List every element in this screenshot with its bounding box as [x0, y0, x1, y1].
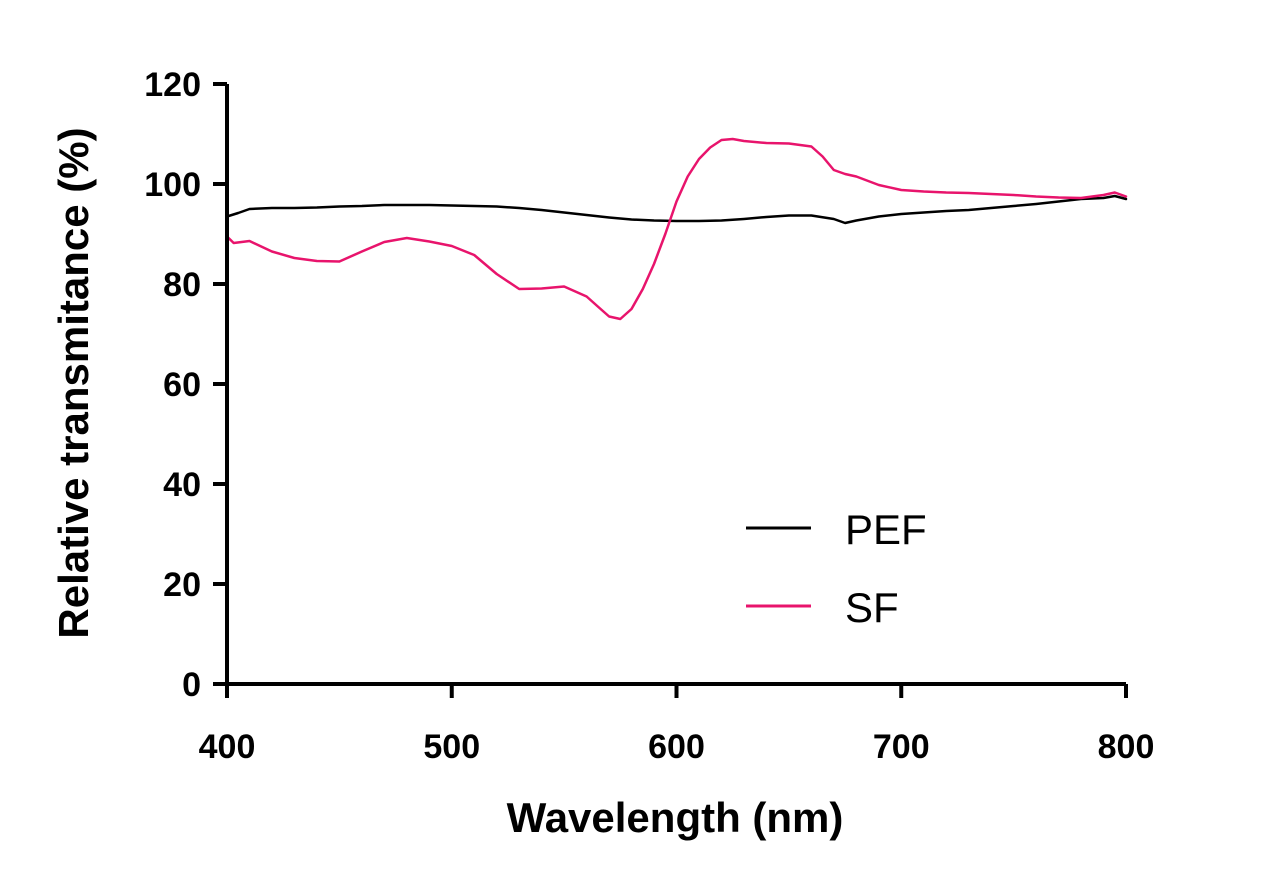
y-tick-label-80: 80	[163, 266, 201, 304]
series-line-pef	[225, 194, 1128, 225]
x-tick-label-600: 600	[648, 728, 705, 766]
series-layer	[225, 137, 1128, 321]
legend-label-sf: SF	[845, 584, 899, 631]
y-tick-label-40: 40	[163, 466, 201, 504]
legend-label-pef: PEF	[845, 506, 927, 553]
x-tick-label-800: 800	[1098, 728, 1155, 766]
y-tick-label-120: 120	[144, 66, 201, 104]
series-line-sf	[225, 137, 1128, 321]
legend-entry-sf: SF	[746, 584, 899, 631]
y-ticks-layer: 0 20 40 60 80 100 120	[144, 66, 227, 704]
y-axis-title: Relative transmitance (%)	[50, 127, 97, 638]
axes-layer	[225, 84, 1126, 686]
y-tick-label-100: 100	[144, 166, 201, 204]
legend: PEF SF	[746, 506, 927, 631]
x-tick-label-700: 700	[873, 728, 930, 766]
legend-entry-pef: PEF	[746, 506, 927, 553]
x-ticks-layer: 400 500 600 700 800	[199, 684, 1155, 766]
y-tick-label-20: 20	[163, 566, 201, 604]
x-tick-label-400: 400	[199, 728, 256, 766]
x-axis-title: Wavelength (nm)	[507, 794, 844, 841]
y-tick-label-60: 60	[163, 366, 201, 404]
x-tick-label-500: 500	[423, 728, 480, 766]
y-tick-label-0: 0	[182, 666, 201, 704]
